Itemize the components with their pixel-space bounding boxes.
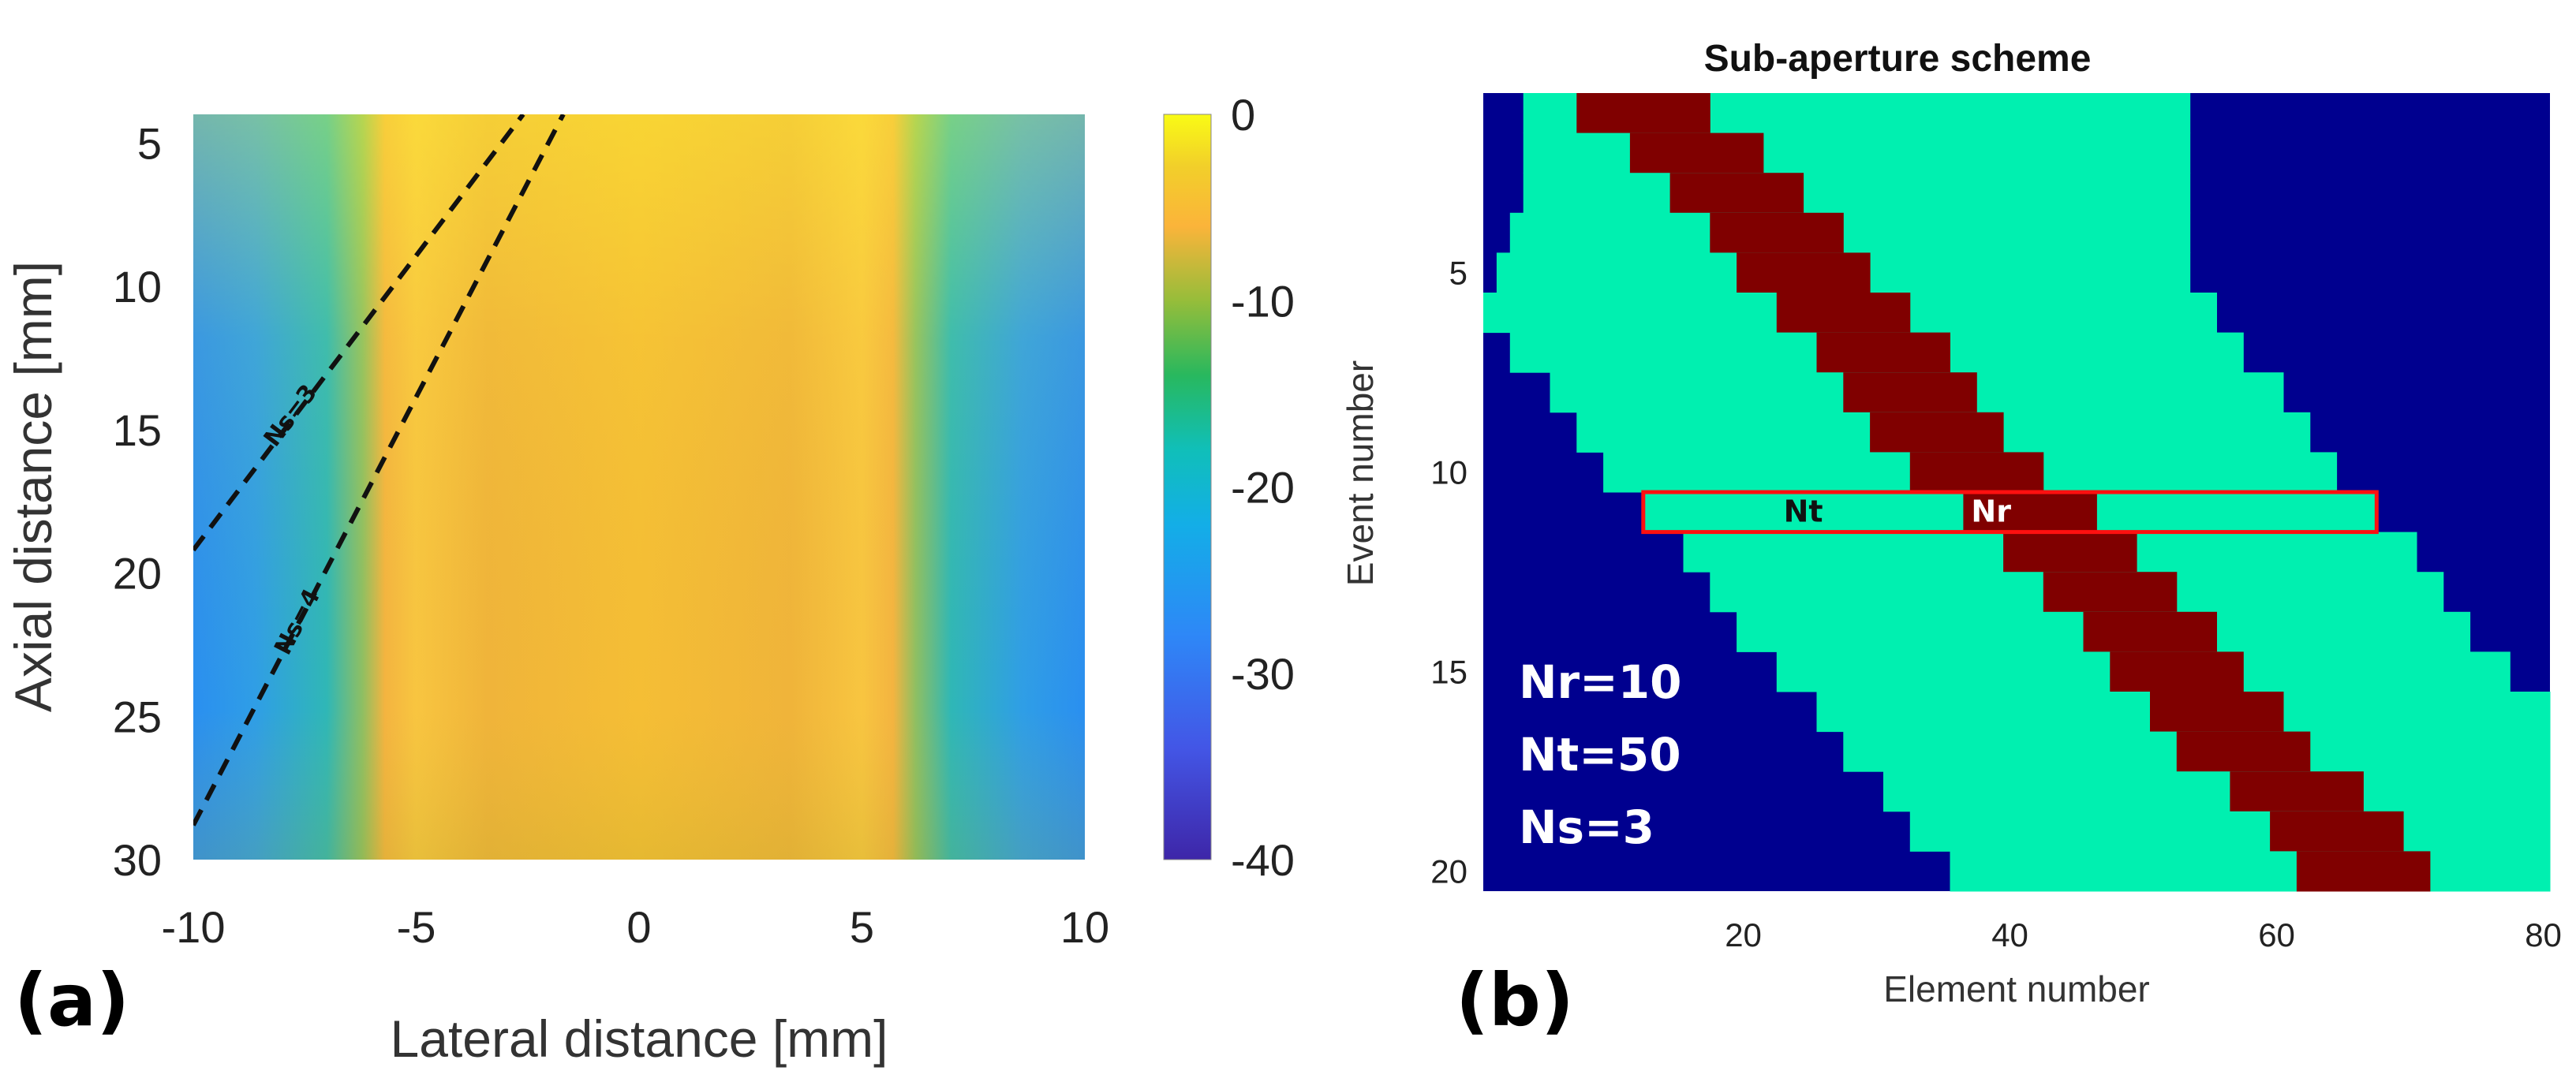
receive-cells-event-18 xyxy=(2230,771,2364,812)
receive-cells-event-12 xyxy=(2003,532,2137,573)
colorbar-tick-label: -20 xyxy=(1231,463,1295,513)
receive-cells-event-1 xyxy=(1576,93,1710,134)
y-tick-label: 5 xyxy=(137,118,162,168)
parameter-nr: Nr=10 xyxy=(1519,655,1681,709)
colorbar-tick-label: 0 xyxy=(1231,90,1255,140)
dashed-line-ns-4 xyxy=(193,114,566,826)
panel-label-a: (a) xyxy=(14,958,129,1043)
highlighted-event: Nt Nr xyxy=(1641,490,2379,535)
receive-cells-event-3 xyxy=(1669,173,1804,214)
x-tick-label: 60 xyxy=(2258,916,2295,953)
x-tick-label: 0 xyxy=(626,902,651,952)
dashed-line-ns-3 xyxy=(193,114,525,552)
x-tick-label: 20 xyxy=(1725,916,1762,953)
y-tick-label: 10 xyxy=(113,262,162,312)
x-tick-label: -10 xyxy=(162,902,226,952)
receive-cells-event-13 xyxy=(2043,572,2178,613)
y-tick-labels: 5 10 15 20 xyxy=(1430,255,1467,890)
receive-cells-event-11 xyxy=(1963,492,2097,533)
parameter-ns: Ns=3 xyxy=(1519,800,1654,854)
receive-cells-event-16 xyxy=(2150,692,2284,733)
y-tick-label: 15 xyxy=(113,405,162,455)
x-tick-label: -5 xyxy=(397,902,436,952)
receive-cells-event-4 xyxy=(1710,212,1844,253)
receive-cells-event-10 xyxy=(1909,452,2044,493)
y-tick-label: 20 xyxy=(113,549,162,599)
receive-cells-event-6 xyxy=(1776,293,1911,334)
nt-label: Nt xyxy=(1784,494,1823,528)
parameter-labels: Nr=10 Nt=50 Ns=3 xyxy=(1519,655,1681,854)
y-tick-label: 30 xyxy=(113,835,162,885)
receive-cells-event-17 xyxy=(2176,731,2311,772)
nr-label: Nr xyxy=(1971,494,2011,528)
parameter-nt: Nt=50 xyxy=(1519,728,1681,782)
x-tick-label: 40 xyxy=(1991,916,2028,953)
y-axis-label: Event number xyxy=(1340,360,1381,586)
sub-aperture-lines xyxy=(193,114,566,826)
x-tick-label: 5 xyxy=(850,902,874,952)
receive-cells-event-5 xyxy=(1737,252,1871,293)
y-tick-labels: 5 10 15 20 25 30 xyxy=(113,118,162,885)
beam-pattern-shading xyxy=(193,114,1085,860)
scheme-cells xyxy=(1483,93,2551,892)
transmit-cells-event-18 xyxy=(1883,771,2551,812)
x-tick-label: 80 xyxy=(2525,916,2562,953)
y-tick-label: 10 xyxy=(1430,454,1467,491)
y-tick-label: 25 xyxy=(113,692,162,741)
colorbar-tick-label: -40 xyxy=(1231,835,1295,885)
y-axis-label: Axial distance [mm] xyxy=(4,261,62,712)
panel-b-sub-aperture-scheme: Sub-aperture scheme Nt Nr Nr=10Nt=50Ns=3 … xyxy=(1340,38,2562,1043)
chart-title: Sub-aperture scheme xyxy=(1704,38,2092,80)
receive-cells-event-8 xyxy=(1843,372,1977,413)
colorbar-tick-label: -10 xyxy=(1231,276,1295,326)
highlight-box xyxy=(1641,490,2379,535)
transmit-cells-event-2 xyxy=(1523,132,2191,173)
receive-cells-event-7 xyxy=(1816,332,1950,373)
y-tick-label: 5 xyxy=(1449,255,1467,292)
transmit-cells-event-3 xyxy=(1523,173,2191,214)
receive-cells-event-19 xyxy=(2270,811,2404,852)
receive-cells-event-9 xyxy=(1870,412,2004,453)
receive-cells-event-14 xyxy=(2083,611,2217,652)
receive-cells-event-20 xyxy=(2296,851,2431,892)
colorbar-tick-label: -30 xyxy=(1231,649,1295,699)
x-axis-label: Lateral distance [mm] xyxy=(391,1009,888,1068)
x-tick-labels: 20 40 60 80 xyxy=(1725,916,2562,953)
y-tick-label: 20 xyxy=(1430,853,1467,890)
x-tick-labels: -10 -5 0 5 10 xyxy=(162,902,1110,952)
transmit-cells-event-19 xyxy=(1909,811,2551,852)
transmit-cells-event-4 xyxy=(1509,212,2191,253)
colorbar-tick-labels: 0 -10 -20 -30 -40 xyxy=(1231,90,1295,885)
x-axis-label: Element number xyxy=(1883,968,2150,1009)
receive-cells-event-15 xyxy=(2110,651,2244,692)
x-tick-label: 10 xyxy=(1060,902,1109,952)
y-tick-label: 15 xyxy=(1430,654,1467,691)
receive-cells-event-2 xyxy=(1629,132,1764,173)
colorbar xyxy=(1163,114,1212,860)
transmit-cells-event-20 xyxy=(1950,851,2551,892)
panel-label-b: (b) xyxy=(1456,958,1574,1043)
